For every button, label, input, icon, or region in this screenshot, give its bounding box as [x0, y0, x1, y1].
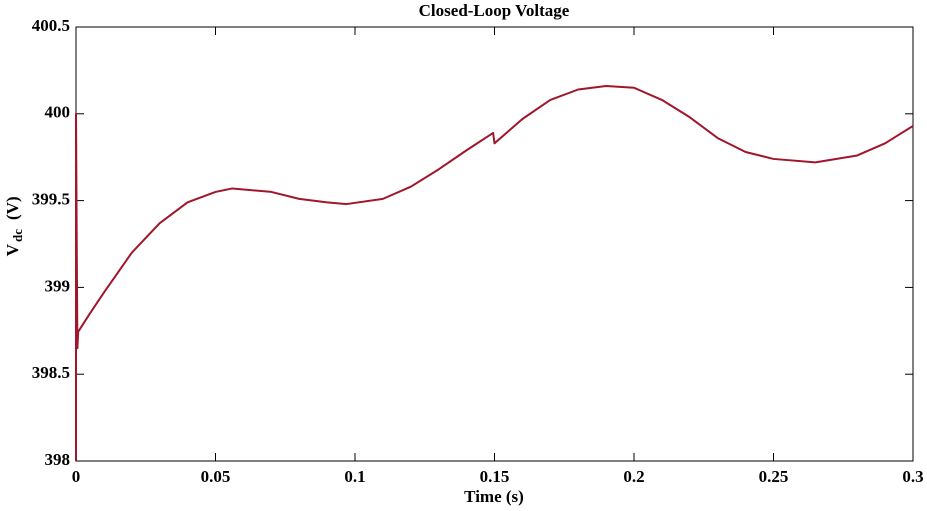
x-tick-label: 0.1 [344, 467, 365, 486]
y-label-sub: dc [10, 229, 25, 242]
x-tick-label: 0.15 [480, 467, 510, 486]
chart-title: Closed-Loop Voltage [419, 1, 570, 20]
y-tick-label: 398.5 [32, 363, 70, 382]
plot-frame [75, 26, 914, 462]
y-tick-label: 400.5 [32, 16, 70, 35]
y-label-unit: (V) [3, 196, 22, 220]
y-tick-label: 400 [45, 103, 71, 122]
x-tick-label: 0.3 [902, 467, 923, 486]
x-tick-label: 0.25 [759, 467, 789, 486]
y-axis-label: V dc (V) [3, 196, 25, 256]
x-tick-label: 0 [72, 467, 81, 486]
y-tick-label: 398 [45, 450, 71, 469]
x-axis-label: Time (s) [464, 487, 524, 506]
x-tick-label: 0.05 [201, 467, 231, 486]
data-line [75, 85, 914, 461]
y-tick-label: 399 [45, 276, 71, 295]
y-label-main: V [3, 243, 22, 256]
x-tick-label: 0.2 [623, 467, 644, 486]
y-tick-label: 399.5 [32, 190, 70, 209]
